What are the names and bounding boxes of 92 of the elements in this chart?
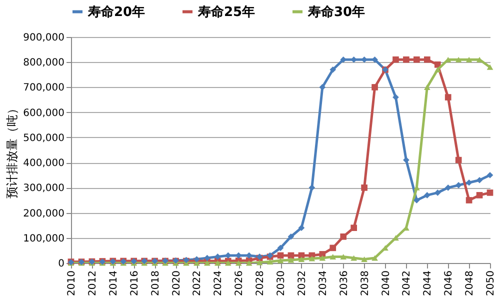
point	[486, 190, 494, 196]
y-axis-title: 预计排放量（吨）	[5, 102, 20, 198]
point	[298, 224, 305, 232]
point	[256, 260, 263, 266]
y-tick-label: 0	[58, 258, 64, 270]
point	[319, 84, 326, 90]
point	[350, 255, 357, 261]
point	[414, 197, 420, 204]
point	[340, 254, 347, 260]
x-tick-label: 2030	[276, 270, 287, 296]
x-tick-label: 2020	[171, 270, 182, 296]
point	[350, 224, 357, 232]
point	[455, 56, 462, 62]
point	[288, 257, 294, 263]
y-tick-label: 300,000	[23, 183, 64, 194]
point	[330, 254, 336, 260]
legend-label: 寿命25年	[197, 4, 256, 20]
y-tick-label: 100,000	[23, 233, 64, 244]
x-tick-label: 2048	[464, 270, 476, 296]
point	[214, 260, 221, 266]
point	[434, 190, 441, 196]
point	[466, 179, 472, 186]
x-tick-label: 2040	[380, 270, 392, 296]
point	[455, 182, 462, 188]
y-tick-label: 900,000	[23, 32, 64, 44]
y-tick-label: 200,000	[23, 208, 64, 220]
y-tick-label: 600,000	[23, 108, 64, 119]
legend-label: 寿命30年	[307, 4, 366, 20]
point	[235, 260, 242, 266]
point	[319, 255, 326, 261]
x-tick-label: 2028	[255, 270, 266, 296]
x-tick-label: 2042	[402, 270, 413, 296]
x-tick-label: 2014	[108, 270, 120, 296]
point	[277, 244, 284, 252]
x-tick-label: 2038	[360, 270, 371, 296]
y-tick-label: 800,000	[23, 58, 64, 69]
point	[214, 254, 221, 260]
point	[486, 172, 494, 178]
x-tick-label: 2044	[422, 270, 434, 296]
point	[372, 84, 378, 90]
point	[298, 256, 305, 262]
x-tick-label: 2010	[66, 270, 78, 296]
x-tick-label: 2018	[150, 270, 162, 296]
point	[486, 64, 494, 70]
x-tick-label: 2032	[296, 270, 308, 296]
point	[392, 94, 399, 100]
point	[330, 244, 336, 252]
point	[372, 255, 378, 261]
point	[204, 260, 210, 266]
x-tick-label: 2036	[338, 270, 350, 296]
point	[476, 192, 483, 198]
point	[424, 84, 430, 90]
point	[403, 156, 410, 164]
point	[403, 56, 410, 63]
x-tick-label: 2016	[129, 270, 140, 296]
point	[434, 66, 441, 72]
point	[350, 56, 357, 63]
x-tick-label: 2046	[444, 270, 455, 296]
point	[476, 176, 483, 184]
x-tick-label: 2012	[87, 270, 98, 296]
point	[444, 94, 452, 100]
y-tick-label: 700,000	[23, 82, 64, 94]
point	[372, 56, 378, 63]
x-tick-label: 2050	[486, 270, 496, 296]
point	[466, 56, 472, 62]
point	[414, 56, 420, 63]
point	[224, 260, 232, 266]
point	[288, 233, 294, 240]
point	[308, 184, 316, 191]
x-tick-label: 2034	[318, 270, 329, 296]
point	[466, 197, 472, 204]
x-tick-label: 2026	[234, 270, 246, 296]
point	[361, 256, 368, 262]
point	[340, 233, 347, 240]
point	[308, 256, 316, 262]
point	[246, 260, 252, 266]
legend-label: 寿命20年	[87, 4, 146, 20]
point	[392, 56, 399, 63]
point	[424, 192, 430, 198]
point	[204, 254, 210, 262]
point	[277, 258, 284, 264]
x-tick-label: 2022	[192, 270, 204, 296]
y-tick-label: 500,000	[23, 132, 64, 144]
point	[361, 56, 368, 63]
point	[361, 184, 368, 191]
y-tick-label: 400,000	[23, 158, 64, 170]
point	[330, 66, 336, 73]
point	[424, 56, 430, 63]
point	[444, 184, 452, 191]
point	[455, 156, 462, 164]
x-tick-label: 2024	[213, 270, 224, 296]
point	[266, 259, 274, 264]
